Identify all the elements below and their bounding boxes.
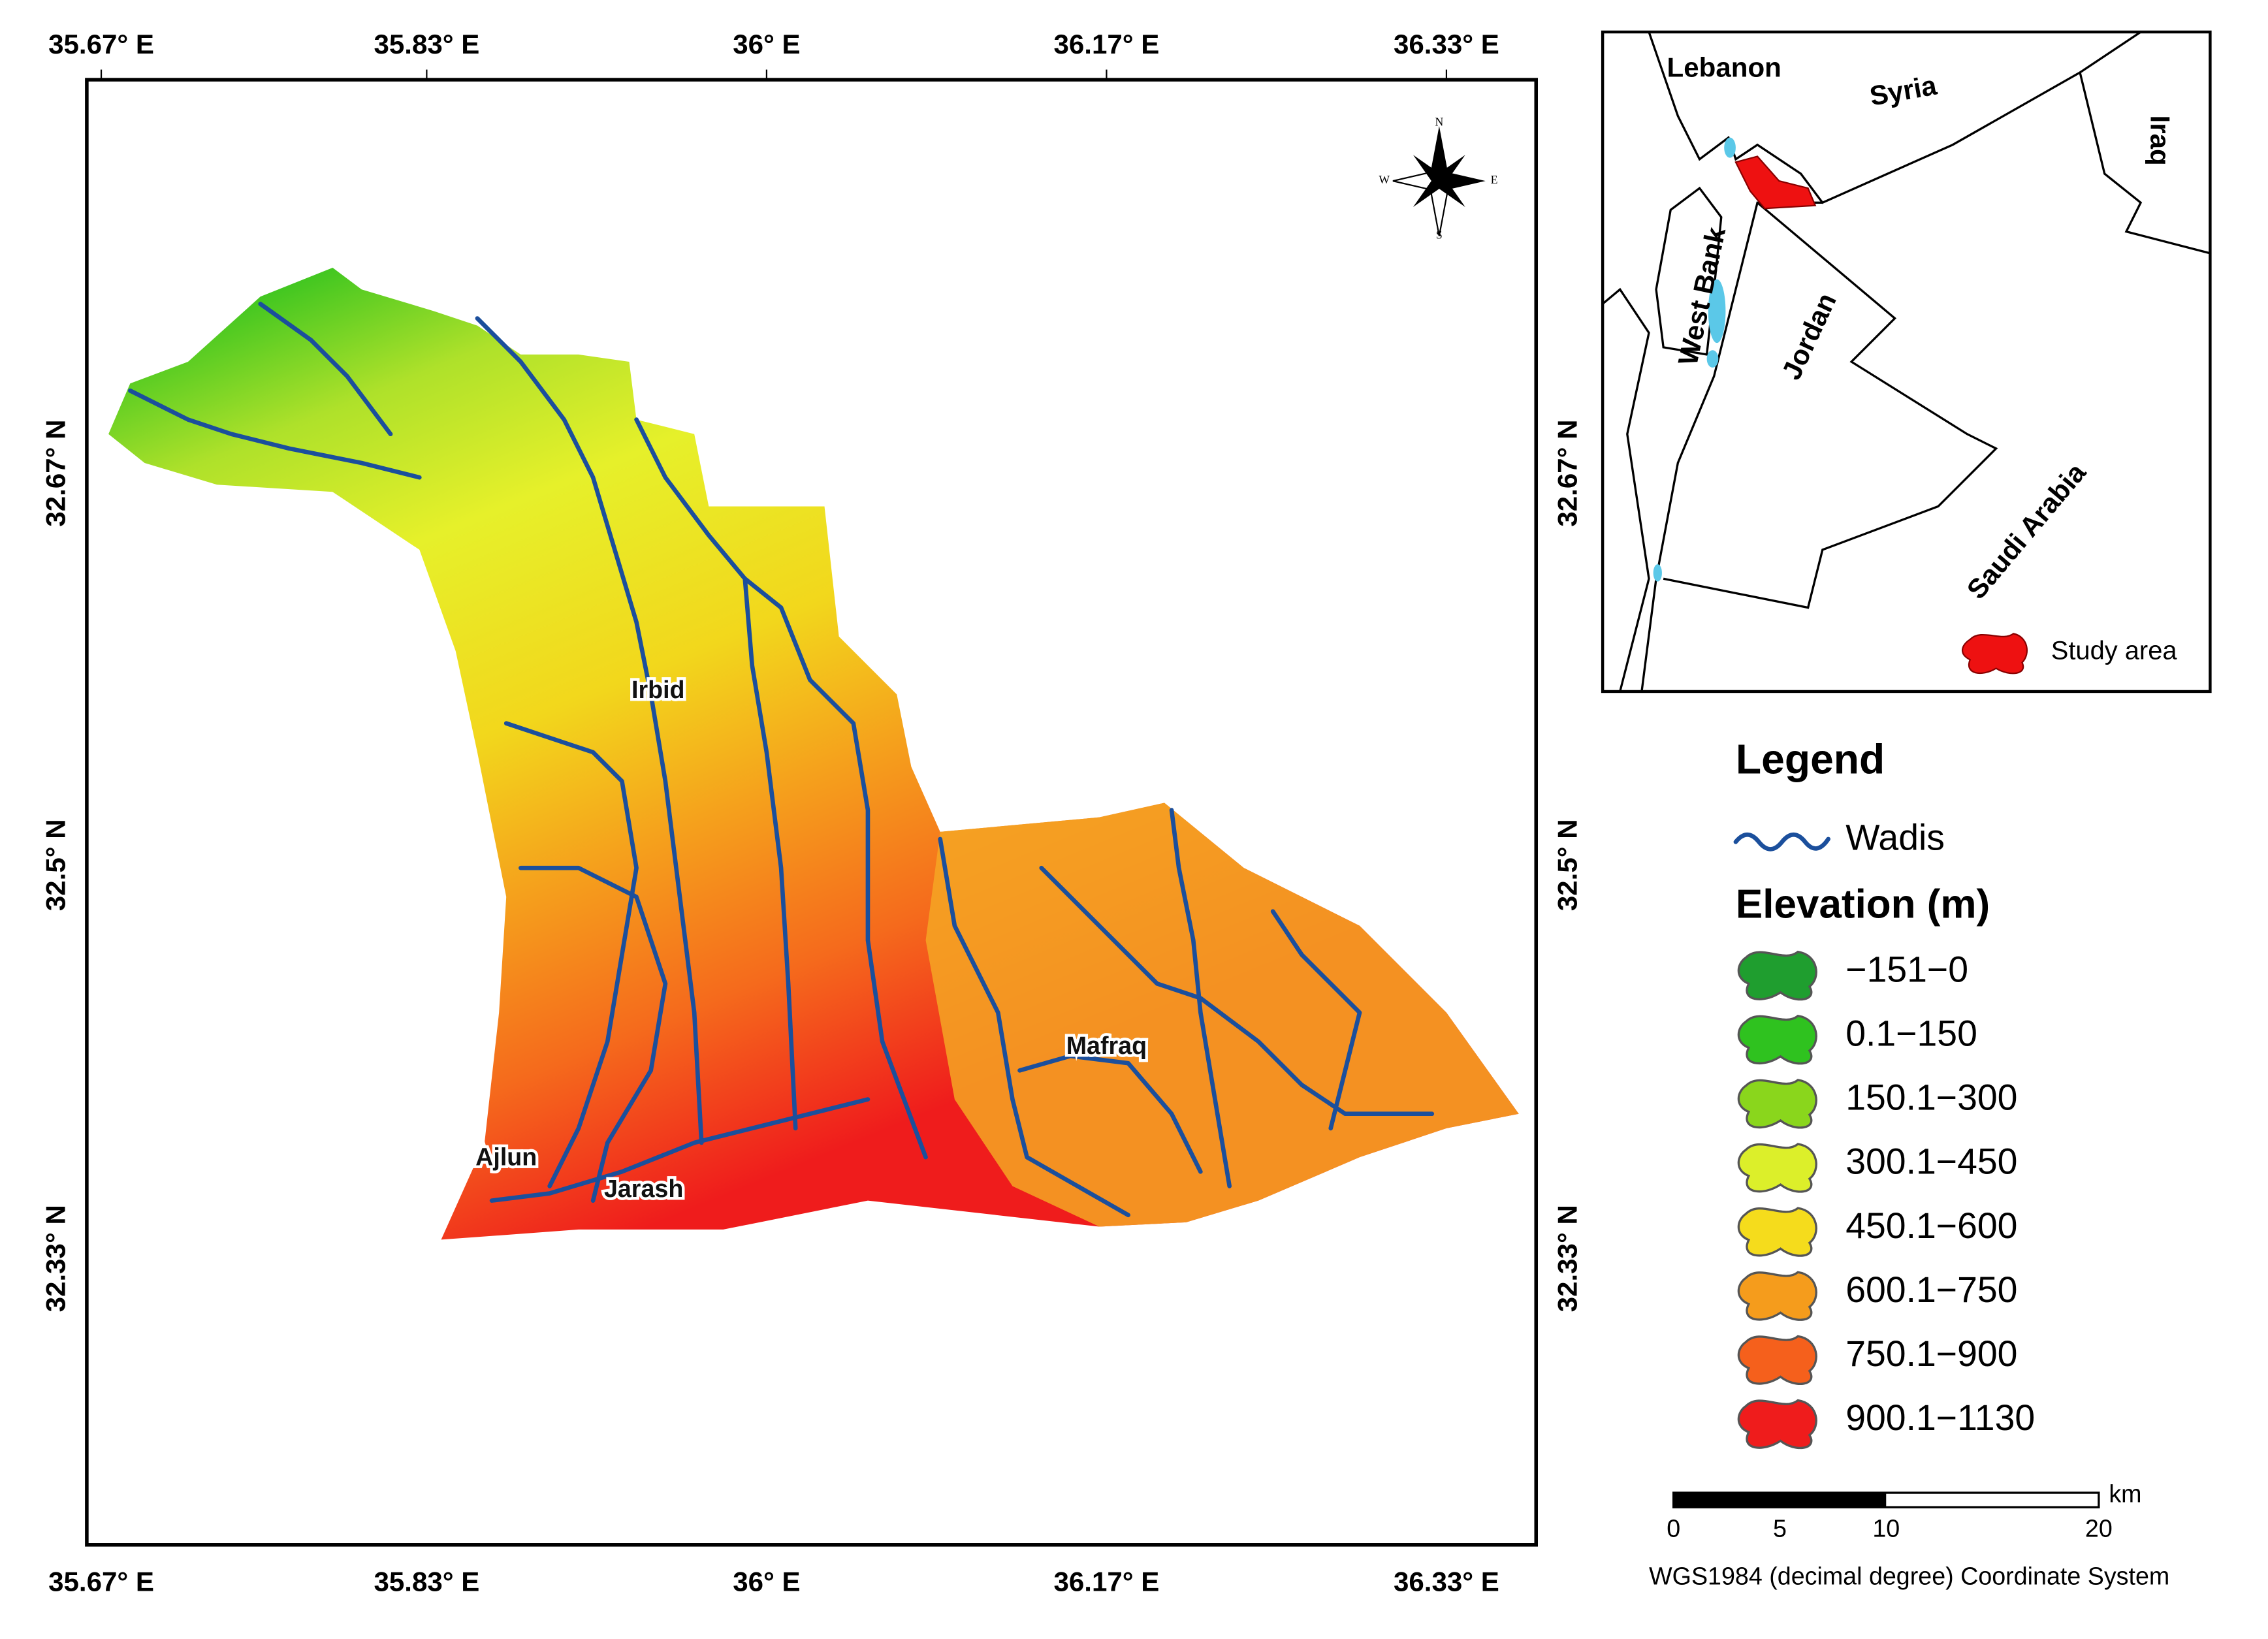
country-label: Lebanon bbox=[1667, 52, 1781, 83]
legend-title: Legend bbox=[1736, 735, 1885, 782]
country-label: Iraq bbox=[2145, 116, 2176, 166]
scale-label: 0 bbox=[1667, 1515, 1680, 1542]
coordinate-system: WGS1984 (decimal degree) Coordinate Syst… bbox=[1649, 1563, 2169, 1590]
x-label-bottom: 36° E bbox=[733, 1567, 800, 1597]
x-label-bottom: 35.83° E bbox=[374, 1567, 479, 1597]
x-label-top: 36° E bbox=[733, 29, 800, 59]
scale-label: 5 bbox=[1773, 1515, 1787, 1542]
elevation-label: 300.1−450 bbox=[1845, 1141, 2017, 1182]
x-label-bottom: 36.17° E bbox=[1053, 1567, 1159, 1597]
elevation-swatch bbox=[1737, 1271, 1817, 1321]
x-label-top: 35.83° E bbox=[374, 29, 479, 59]
elevation-swatch bbox=[1737, 1015, 1817, 1065]
elevation-swatch bbox=[1737, 1335, 1817, 1385]
elevation-swatch bbox=[1737, 950, 1817, 1001]
elevation-label: 0.1−150 bbox=[1845, 1013, 1977, 1053]
y-label-left: 32.5° N bbox=[40, 819, 71, 911]
y-label-left: 32.67° N bbox=[40, 419, 71, 526]
inset-study-area bbox=[1734, 155, 1817, 210]
place-label: Mafraq bbox=[1066, 1032, 1147, 1059]
wadi-label: Wadis bbox=[1845, 818, 1945, 858]
scale-label: 10 bbox=[1872, 1515, 1900, 1542]
compass-rose bbox=[1392, 125, 1486, 236]
y-label-left: 32.33° N bbox=[40, 1205, 71, 1312]
x-label-bottom: 36.33° E bbox=[1394, 1567, 1499, 1597]
compass-letter: W bbox=[1379, 173, 1390, 186]
x-label-top: 36.17° E bbox=[1053, 29, 1159, 59]
compass-letter: S bbox=[1436, 228, 1443, 241]
elevation-label: 150.1−300 bbox=[1845, 1077, 2017, 1118]
elevation-swatch bbox=[1737, 1079, 1817, 1129]
compass-letter: E bbox=[1491, 173, 1498, 186]
x-label-top: 35.67° E bbox=[48, 29, 154, 59]
elevation-label: −151−0 bbox=[1845, 949, 1968, 989]
wadi-swatch bbox=[1733, 832, 1830, 851]
elevation-label: 450.1−600 bbox=[1845, 1205, 2017, 1246]
place-label: Ajlun bbox=[475, 1143, 537, 1170]
elevation-label: 750.1−900 bbox=[1845, 1333, 2017, 1374]
elevation-swatch bbox=[1737, 1207, 1817, 1257]
y-label-right: 32.67° N bbox=[1552, 419, 1582, 526]
compass-letter: N bbox=[1435, 116, 1443, 129]
scale-bar-segment bbox=[1673, 1493, 1887, 1508]
scale-label: 20 bbox=[2085, 1515, 2113, 1542]
inset-water bbox=[1653, 137, 1736, 582]
inset-frame bbox=[1601, 30, 2212, 693]
elevation-label: 900.1−1130 bbox=[1845, 1397, 2035, 1438]
wadis bbox=[128, 302, 1435, 1218]
y-label-right: 32.5° N bbox=[1552, 819, 1582, 911]
study-area-label: Study area bbox=[2051, 637, 2178, 665]
y-label-right: 32.33° N bbox=[1552, 1205, 1582, 1312]
x-label-bottom: 35.67° E bbox=[48, 1567, 154, 1597]
elevation-swatch bbox=[1737, 1399, 1817, 1450]
elevation-label: 600.1−750 bbox=[1845, 1269, 2017, 1310]
place-label: Irbid bbox=[631, 676, 685, 703]
scale-unit: km bbox=[2109, 1480, 2141, 1507]
study-area-swatch bbox=[1961, 633, 2028, 675]
x-label-top: 36.33° E bbox=[1394, 29, 1499, 59]
elevation-title: Elevation (m) bbox=[1736, 882, 1990, 927]
elevation-swatch bbox=[1737, 1143, 1817, 1193]
place-label: Jarash bbox=[604, 1175, 683, 1202]
